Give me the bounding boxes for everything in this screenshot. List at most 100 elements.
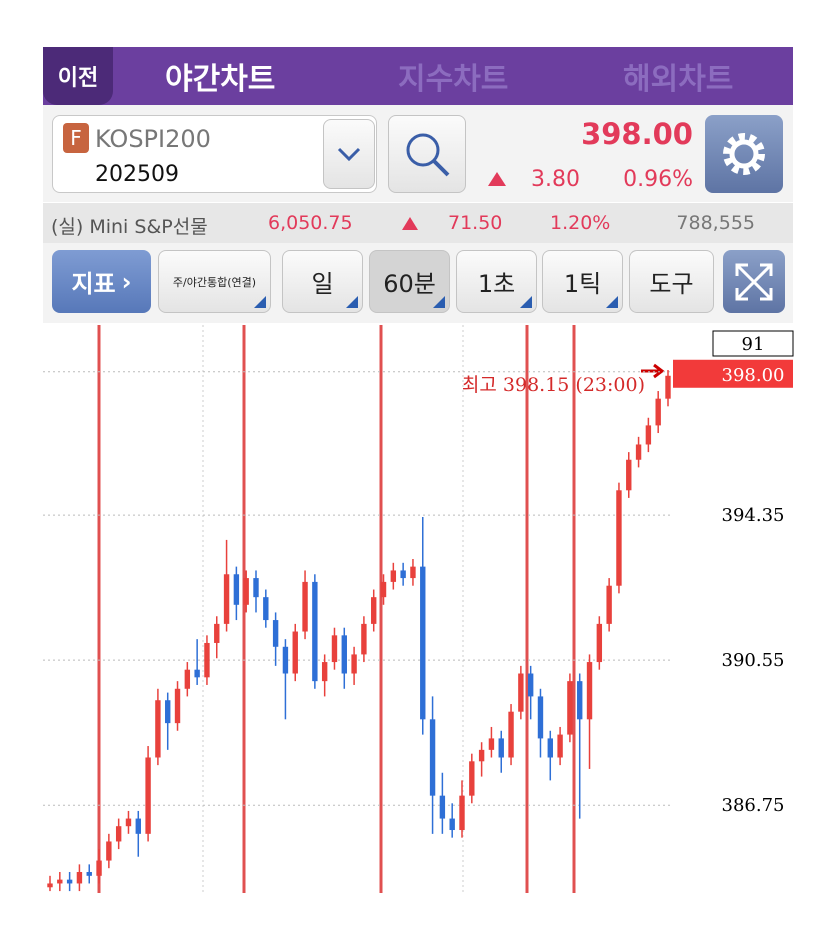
candle-body [508, 711, 514, 758]
label: 1초 [477, 270, 516, 298]
tab[interactable]: 지수차트 [398, 62, 509, 97]
settings-button[interactable] [705, 115, 783, 193]
tools-button[interactable]: 도구 [629, 250, 714, 313]
marker-box [712, 330, 794, 357]
candle-body [420, 566, 426, 720]
candle-body [361, 623, 367, 655]
period-button[interactable]: 60분 [369, 250, 450, 313]
candle-body [449, 818, 455, 831]
ticker-change-pct: 1.20% [550, 212, 611, 234]
candle-body [469, 761, 475, 796]
badge: F [63, 123, 89, 153]
candle-body [292, 631, 298, 674]
candle-body [498, 738, 504, 758]
candle-body [282, 646, 289, 674]
gear-icon [723, 133, 765, 175]
candle-body [76, 872, 83, 884]
candle-body [47, 883, 53, 888]
candle-body [527, 673, 534, 697]
candle-body [243, 578, 249, 605]
candle-body [233, 574, 240, 605]
price: 398.00 [581, 117, 693, 151]
candle-body [655, 398, 661, 426]
candle-body [135, 818, 141, 834]
annotation-arrow [641, 363, 665, 379]
candle-body [518, 673, 524, 712]
candle-body [57, 879, 63, 884]
search-icon [406, 133, 450, 177]
candle-body [194, 669, 200, 678]
period-button[interactable]: 1틱 [542, 250, 623, 313]
candle-body [390, 570, 397, 582]
symbol-code: 202509 [95, 162, 179, 187]
candle-body [184, 669, 191, 689]
candle-body [214, 623, 220, 643]
candle-body [86, 872, 92, 876]
price-label: 398.00 [722, 365, 785, 386]
toolbar: 지표 › 주/야간통합(연결) 일 60분 1초 1틱 도구 [43, 243, 793, 323]
candle-body [223, 574, 230, 624]
candle-body [400, 570, 406, 579]
candle-body [557, 734, 563, 758]
candle-body [537, 696, 544, 739]
session-lines [97, 325, 576, 893]
candle-body [586, 662, 593, 720]
candle-body [174, 688, 181, 724]
candle-body [115, 826, 122, 842]
candle-body [478, 749, 485, 762]
candle-body [341, 635, 347, 674]
candle-body [204, 642, 210, 678]
candle-body [125, 818, 132, 827]
label: 지표 [71, 270, 116, 298]
fullscreen-button[interactable] [723, 250, 785, 313]
expand-icon [735, 263, 773, 300]
symbol-box[interactable]: F KOSPI200 202509 [52, 115, 377, 193]
period-button[interactable]: 일 [282, 250, 363, 313]
candle-body [410, 566, 416, 579]
change-pct: 0.96% [623, 167, 693, 192]
candle-body [272, 620, 279, 647]
ticker-volume: 788,555 [676, 212, 755, 234]
label: 주/야간통합(연결) [172, 275, 257, 289]
dropdown-button[interactable] [323, 119, 375, 189]
candle-body [145, 757, 151, 834]
ticker-row: (실) Mini S&P선물 6,050.75 71.50 1.20% 788,… [43, 203, 793, 243]
indicator-button[interactable]: 지표 › [52, 250, 151, 313]
search-button[interactable] [388, 115, 466, 193]
session-button[interactable]: 주/야간통합(연결) [158, 250, 271, 313]
candle-body [371, 597, 377, 624]
candle-body [596, 623, 603, 663]
label: 도구 [649, 270, 694, 298]
candle-body [665, 375, 671, 399]
label: 1틱 [563, 270, 602, 298]
candle-body [331, 635, 338, 663]
candle-body [547, 738, 553, 758]
candle-body [312, 581, 318, 682]
candle-body [263, 597, 269, 621]
period-button[interactable]: 1초 [456, 250, 537, 313]
candle-body [577, 681, 583, 720]
candle-body [429, 719, 436, 796]
candle-body [626, 459, 632, 491]
candle-body [645, 425, 652, 445]
ticker-change: 71.50 [448, 212, 503, 234]
marker-label: 91 [742, 334, 765, 355]
label: 일 [311, 270, 334, 298]
chevron-icon [337, 147, 361, 162]
tab[interactable]: 야간차트 [165, 62, 276, 97]
change: 3.80 [531, 167, 580, 192]
candle-body [253, 578, 259, 598]
ticker-price: 6,050.75 [268, 212, 353, 234]
quote-panel: F KOSPI200 202509 398.00 3.80 0.96% [43, 105, 793, 202]
back-button[interactable]: 이전 [43, 47, 113, 105]
candle-body [439, 795, 446, 819]
y-tick-label: 394.35 [722, 505, 785, 526]
price-box [673, 359, 793, 388]
tab[interactable]: 해외차트 [623, 62, 734, 97]
up-arrow [402, 217, 418, 230]
candle-body [635, 444, 642, 460]
candle-body [155, 700, 161, 758]
candle-body [302, 581, 308, 632]
header: 이전 야간차트 지수차트 해외차트 [43, 47, 793, 105]
